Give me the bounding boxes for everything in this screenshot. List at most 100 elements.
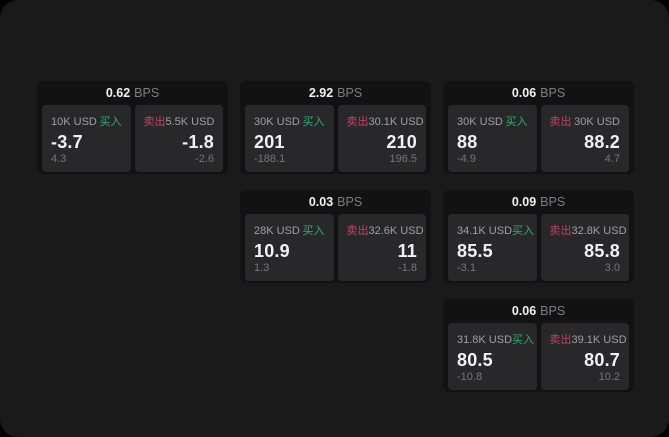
sell-panel[interactable]: 卖出 32.6K USD 11 -1.8	[337, 214, 426, 281]
buy-panel-header: 31.8K USD 买入	[457, 331, 534, 347]
buy-side-label: 买入	[512, 334, 535, 346]
sell-amount: 32.8K USD	[571, 225, 627, 237]
buy-side-label: 买入	[505, 116, 528, 128]
buy-amount: 30K USD	[457, 116, 503, 128]
bps-unit-label: BPS	[540, 304, 566, 318]
quote-card: 0.09 BPS 34.1K USD 买入 85.5 -3.1 卖出 32.8K …	[443, 190, 634, 283]
quote-card: 0.06 BPS 31.8K USD 买入 80.5 -10.8 卖出 39.1K…	[443, 299, 634, 392]
sell-panel-header: 卖出 32.8K USD	[549, 222, 627, 238]
sell-delta: 4.7	[604, 153, 620, 165]
sell-delta: -2.6	[195, 153, 214, 165]
sell-panel[interactable]: 卖出 30K USD 88.2 4.7	[540, 105, 629, 172]
buy-amount: 10K USD	[51, 116, 97, 128]
buy-panel-header: 30K USD 买入	[254, 113, 325, 129]
card-header: 0.06 BPS	[443, 299, 634, 323]
quote-card-grid: 0.62 BPS 10K USD 买入 -3.7 4.3 卖出 5.5K USD	[37, 81, 634, 392]
quote-panels: 30K USD 买入 201 -188.1 卖出 30.1K USD 210 1…	[240, 105, 431, 174]
buy-panel-header: 28K USD 买入	[254, 222, 325, 238]
buy-panel[interactable]: 10K USD 买入 -3.7 4.3	[42, 105, 131, 172]
bps-value: 2.92	[308, 86, 334, 100]
bps-value: 0.09	[511, 195, 537, 209]
buy-delta: 4.3	[51, 153, 67, 165]
sell-amount: 5.5K USD	[165, 116, 215, 128]
sell-panel[interactable]: 卖出 30.1K USD 210 196.5	[337, 105, 426, 172]
card-header: 0.62 BPS	[37, 81, 228, 105]
buy-delta: -188.1	[254, 153, 286, 165]
buy-panel[interactable]: 34.1K USD 买入 85.5 -3.1	[448, 214, 537, 281]
sell-panel[interactable]: 卖出 39.1K USD 80.7 10.2	[540, 323, 629, 390]
buy-side-label: 买入	[99, 116, 122, 128]
sell-panel-header: 卖出 30K USD	[550, 113, 621, 129]
sell-price: 210	[386, 132, 417, 152]
card-header: 0.03 BPS	[240, 190, 431, 214]
bps-value: 0.06	[511, 86, 537, 100]
card-header: 0.06 BPS	[443, 81, 634, 105]
buy-price: 201	[254, 132, 285, 152]
card-header: 2.92 BPS	[240, 81, 431, 105]
quote-card: 0.62 BPS 10K USD 买入 -3.7 4.3 卖出 5.5K USD	[37, 81, 228, 174]
buy-price: 80.5	[457, 350, 493, 370]
buy-panel[interactable]: 28K USD 买入 10.9 1.3	[245, 214, 334, 281]
sell-amount: 30.1K USD	[368, 116, 424, 128]
sell-side-label: 卖出	[549, 116, 572, 128]
sell-side-label: 卖出	[549, 225, 572, 237]
quote-panels: 10K USD 买入 -3.7 4.3 卖出 5.5K USD -1.8 -2.…	[37, 105, 228, 174]
sell-side-label: 卖出	[549, 334, 572, 346]
sell-panel[interactable]: 卖出 5.5K USD -1.8 -2.6	[134, 105, 223, 172]
quote-panels: 31.8K USD 买入 80.5 -10.8 卖出 39.1K USD 80.…	[443, 323, 634, 392]
sell-price: 11	[397, 241, 417, 261]
sell-panel-header: 卖出 30.1K USD	[346, 113, 424, 129]
buy-panel-header: 34.1K USD 买入	[457, 222, 534, 238]
sell-side-label: 卖出	[143, 116, 166, 128]
sell-price: 80.7	[584, 350, 620, 370]
bps-unit-label: BPS	[337, 195, 363, 209]
quote-panels: 34.1K USD 买入 85.5 -3.1 卖出 32.8K USD 85.8…	[443, 214, 634, 283]
sell-delta: 3.0	[604, 262, 620, 274]
quote-card: 0.06 BPS 30K USD 买入 88 -4.9 卖出 30K USD	[443, 81, 634, 174]
sell-delta: 10.2	[598, 371, 620, 383]
buy-panel[interactable]: 31.8K USD 买入 80.5 -10.8	[448, 323, 537, 390]
buy-delta: -3.1	[457, 262, 476, 274]
quote-card: 0.03 BPS 28K USD 买入 10.9 1.3 卖出 32.6K USD	[240, 190, 431, 283]
sell-amount: 39.1K USD	[571, 334, 627, 346]
quote-panels: 28K USD 买入 10.9 1.3 卖出 32.6K USD 11 -1.8	[240, 214, 431, 283]
sell-amount: 32.6K USD	[368, 225, 424, 237]
bps-value: 0.06	[511, 304, 537, 318]
sell-price: -1.8	[182, 132, 214, 152]
bps-unit-label: BPS	[540, 86, 566, 100]
bps-unit-label: BPS	[540, 195, 566, 209]
sell-side-label: 卖出	[346, 225, 369, 237]
sell-panel-header: 卖出 39.1K USD	[549, 331, 627, 347]
sell-delta: 196.5	[389, 153, 417, 165]
buy-amount: 34.1K USD	[457, 225, 513, 237]
sell-panel-header: 卖出 32.6K USD	[346, 222, 424, 238]
sell-price: 85.8	[584, 241, 620, 261]
buy-delta: -10.8	[457, 371, 483, 383]
buy-side-label: 买入	[512, 225, 535, 237]
buy-amount: 30K USD	[254, 116, 300, 128]
buy-panel[interactable]: 30K USD 买入 201 -188.1	[245, 105, 334, 172]
buy-delta: 1.3	[254, 262, 270, 274]
buy-price: 88	[457, 132, 478, 152]
buy-price: 10.9	[254, 241, 290, 261]
buy-price: -3.7	[51, 132, 83, 152]
sell-panel[interactable]: 卖出 32.8K USD 85.8 3.0	[540, 214, 629, 281]
quote-panels: 30K USD 买入 88 -4.9 卖出 30K USD 88.2 4.7	[443, 105, 634, 174]
bps-unit-label: BPS	[134, 86, 160, 100]
buy-price: 85.5	[457, 241, 493, 261]
buy-panel[interactable]: 30K USD 买入 88 -4.9	[448, 105, 537, 172]
bps-value: 0.62	[105, 86, 131, 100]
card-header: 0.09 BPS	[443, 190, 634, 214]
bps-value: 0.03	[308, 195, 334, 209]
sell-delta: -1.8	[398, 262, 417, 274]
buy-amount: 31.8K USD	[457, 334, 513, 346]
buy-panel-header: 30K USD 买入	[457, 113, 528, 129]
quote-card: 2.92 BPS 30K USD 买入 201 -188.1 卖出 30.1K U…	[240, 81, 431, 174]
buy-delta: -4.9	[457, 153, 476, 165]
buy-panel-header: 10K USD 买入	[51, 113, 122, 129]
bps-unit-label: BPS	[337, 86, 363, 100]
buy-side-label: 买入	[302, 116, 325, 128]
buy-side-label: 买入	[302, 225, 325, 237]
sell-side-label: 卖出	[346, 116, 369, 128]
